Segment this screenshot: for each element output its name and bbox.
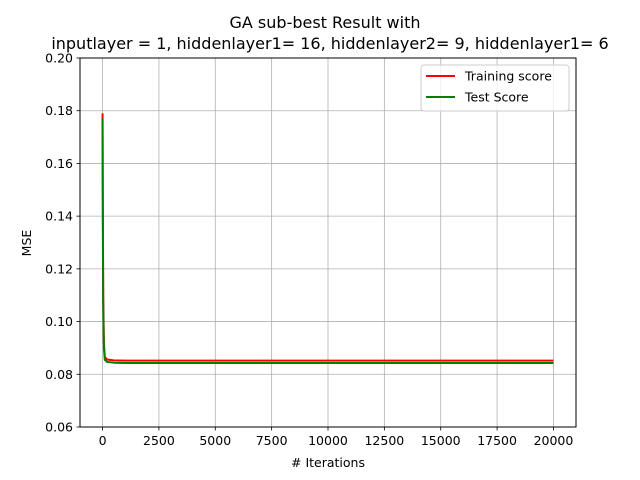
- y-tick-label: 0.14: [45, 209, 73, 224]
- x-axis-label: # Iterations: [291, 455, 365, 470]
- legend-box: [420, 64, 570, 112]
- x-tick-label: 20000: [534, 433, 574, 448]
- x-tick-label: 5000: [199, 433, 231, 448]
- x-tick-label: 12500: [364, 433, 404, 448]
- y-tick-label: 0.06: [45, 420, 73, 435]
- y-axis: 0.06 0.08 0.10 0.12 0.14 0.16 0.18 0.20: [45, 51, 80, 435]
- y-tick-label: 0.20: [45, 51, 73, 66]
- y-axis-label: MSE: [19, 230, 34, 257]
- x-tick-label: 15000: [421, 433, 461, 448]
- x-tick-label: 17500: [477, 433, 517, 448]
- x-axis: 0 2500 5000 7500 10000 12500 15000 17500 20000: [99, 427, 574, 448]
- x-tick-label: 2500: [143, 433, 175, 448]
- legend-label-training-score: Training score: [464, 69, 552, 84]
- series-line-test-score: [101, 118, 554, 364]
- legend-label-test-score: Test Score: [464, 90, 529, 105]
- x-tick-label: 7500: [256, 433, 288, 448]
- y-tick-label: 0.18: [45, 103, 73, 118]
- chart-title: GA sub-best Result with: [230, 13, 421, 32]
- legend: Training score Test Score: [420, 64, 570, 112]
- series-layer: [101, 113, 554, 364]
- y-tick-label: 0.10: [45, 314, 73, 329]
- y-tick-label: 0.16: [45, 156, 73, 171]
- chart-subtitle: inputlayer = 1, hiddenlayer1= 16, hidden…: [51, 34, 608, 53]
- y-tick-label: 0.08: [45, 367, 73, 382]
- x-tick-label: 0: [99, 433, 107, 448]
- x-tick-label: 10000: [308, 433, 348, 448]
- y-tick-label: 0.12: [45, 261, 73, 276]
